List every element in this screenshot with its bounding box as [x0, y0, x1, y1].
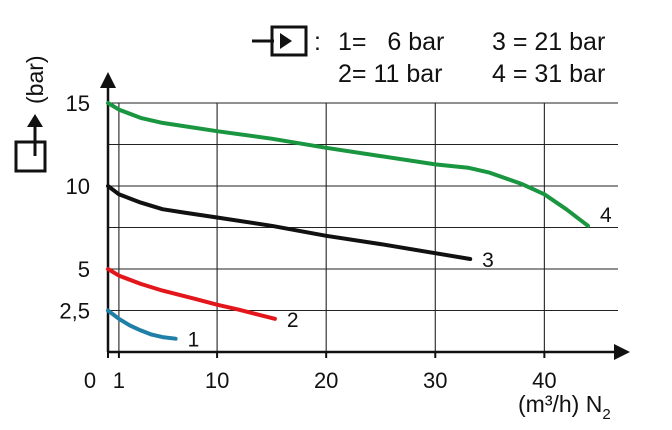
series [106, 101, 590, 341]
legend-colon: : [314, 28, 321, 56]
curve-label-2: 2 [287, 309, 299, 332]
series-line-4 [106, 101, 590, 228]
x-tick-label: 20 [314, 368, 338, 393]
y-tick-label: 5 [78, 257, 90, 282]
legend-entry: 1= 6 bar [338, 28, 444, 56]
y-axis-unit-label: (bar) [22, 55, 48, 104]
legend-entry: 3 = 21 bar [492, 28, 605, 56]
x-tick-label: 1 [113, 368, 125, 393]
curve-label-1: 1 [188, 329, 200, 352]
x-tick-label: 10 [205, 368, 229, 393]
x-tick-label: 30 [423, 368, 447, 393]
y-tick-label: 15 [66, 91, 90, 116]
curve-label-4: 4 [600, 204, 612, 227]
inlet-pressure-icon [252, 25, 308, 57]
x-axis-unit-label: (m³/h) N2 [518, 391, 611, 423]
curve-label-3: 3 [482, 249, 494, 272]
y-tick-label: 2,5 [59, 299, 90, 324]
y-tick-label: 10 [66, 174, 90, 199]
x-axis-arrow-icon [614, 344, 630, 360]
y-axis-arrow-icon [100, 72, 116, 88]
curve-labels: 1 2 3 4 [188, 204, 612, 352]
series-line-3 [106, 184, 473, 261]
series-line-2 [106, 267, 277, 321]
legend-entry: 4 = 31 bar [492, 60, 605, 88]
x-tick-label: 40 [532, 368, 556, 393]
legend-entry: 2= 11 bar [338, 60, 442, 88]
outlet-pressure-icon [14, 114, 47, 173]
axes [100, 72, 630, 360]
series-line-1 [106, 308, 178, 341]
grid [108, 102, 618, 352]
x-tick-label: 0 [84, 368, 96, 393]
